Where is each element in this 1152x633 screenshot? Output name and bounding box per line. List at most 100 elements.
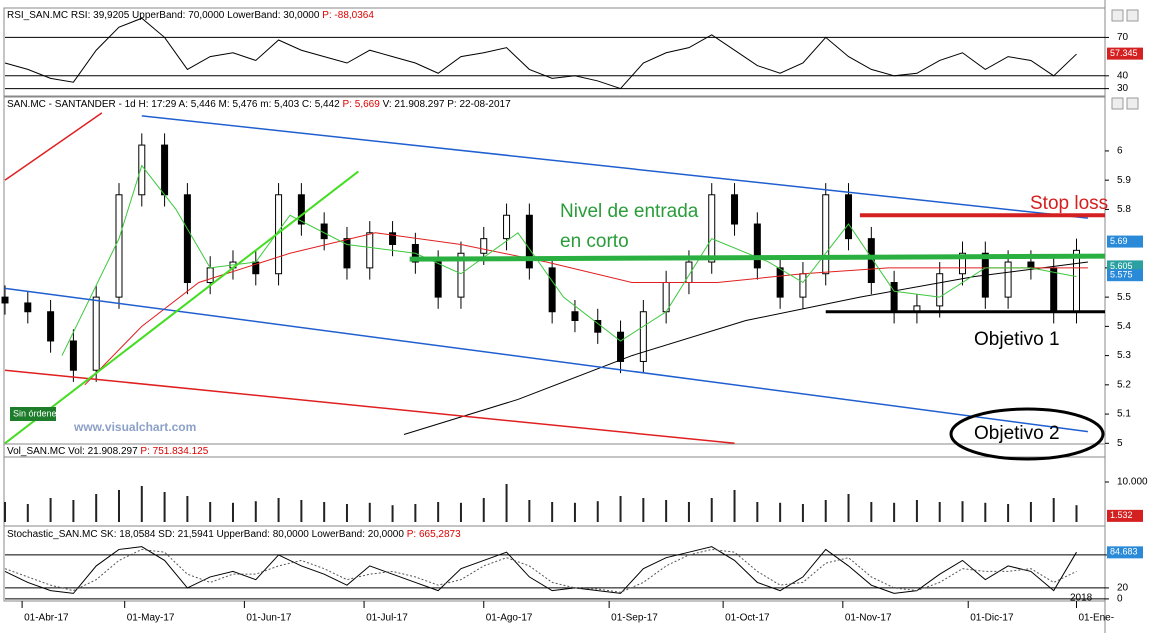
volume-bar (733, 490, 736, 522)
candle-body (799, 273, 807, 298)
y-tick-label: 5.2 (1117, 379, 1131, 390)
candle-body (1, 296, 9, 304)
last-value-box (1107, 235, 1143, 248)
x-tick-label: 01-Oct-17 (725, 613, 770, 624)
volume-bar (573, 502, 576, 522)
series-line (403, 261, 1088, 436)
volume-bar (710, 498, 713, 522)
volume-bar (870, 502, 873, 522)
volume-bar (779, 502, 782, 522)
header-text: SAN.MC - SANTANDER - 1d H: 17:29 A: 5,44… (7, 99, 340, 110)
header-text: Stochastic_SAN.MC SK: 18,0584 SD: 21,594… (7, 529, 404, 540)
header-p: P: -88,0364 (322, 10, 374, 21)
candle-body (867, 238, 875, 284)
last-value-label: 5.69 (1110, 236, 1128, 246)
series-line (141, 115, 1088, 219)
candle-body (206, 267, 214, 283)
candle-body (936, 273, 944, 307)
y-tick-label: 5.4 (1117, 321, 1131, 332)
volume-bar (893, 502, 896, 522)
last-value-box (1107, 546, 1143, 559)
series-line (4, 548, 1077, 593)
candle-body (1050, 267, 1058, 313)
x-tick-label: 01-Ene- (1079, 613, 1115, 624)
volume-bar (209, 502, 212, 522)
volume-bar (847, 494, 850, 522)
marks: 30407057.34555.15.25.35.45.55.65.85.965.… (1, 17, 1148, 624)
candle-body (434, 261, 442, 298)
series-line (409, 253, 1106, 262)
series-line (4, 287, 1088, 433)
highlight-ellipse (949, 407, 1105, 461)
candle-body (47, 311, 55, 342)
x-tick-label: 01-Ago-17 (486, 613, 533, 624)
volume-bar (300, 500, 303, 522)
x-tick-label: 01-Dic-17 (970, 613, 1014, 624)
scroll-button[interactable] (1126, 9, 1139, 22)
candle-body (115, 194, 123, 298)
last-value-box (1107, 269, 1143, 282)
annotation: en corto (560, 231, 629, 252)
last-value-label: 5.575 (1110, 270, 1133, 280)
scroll-button[interactable] (1111, 97, 1124, 110)
volume-bar (117, 490, 120, 522)
candle-body (389, 232, 397, 245)
volume-bar (961, 501, 964, 522)
candle-body (183, 194, 191, 283)
series-line (4, 17, 1077, 90)
volume-bar (824, 500, 827, 522)
candle-body (1073, 249, 1081, 313)
header-p: P: 665,2873 (407, 529, 461, 540)
candle-body (617, 331, 625, 362)
series-line (4, 170, 359, 445)
volume-bar (459, 502, 462, 522)
y-tick-label: 40 (1117, 70, 1129, 81)
scroll-button[interactable] (1126, 97, 1139, 110)
candle-body (366, 232, 374, 269)
volume-bar (49, 498, 52, 522)
volume-header: Vol_SAN.MC Vol: 21.908.297 P: 751.834.12… (7, 446, 209, 457)
volume-bar (665, 500, 668, 522)
last-value-box (1107, 47, 1143, 60)
y-tick-label: 5 (1117, 438, 1123, 449)
candle-body (662, 282, 670, 313)
candle-body (731, 194, 739, 225)
year-label: 2018 (1070, 593, 1093, 604)
last-value-label: 57.345 (1110, 48, 1138, 58)
status-text: Sin órdenes (13, 408, 62, 418)
volume-bar (596, 501, 599, 522)
candle-body (343, 238, 351, 269)
candle-body (503, 214, 511, 240)
candle-body (822, 194, 830, 275)
candle-body (708, 194, 716, 263)
watermark: www.visualchart.com (73, 420, 196, 434)
stochastic-header: Stochastic_SAN.MC SK: 18,0584 SD: 21,594… (7, 529, 461, 540)
y-tick-label: 20 (1117, 583, 1129, 594)
volume-bar (1029, 502, 1032, 522)
candle-body (548, 267, 556, 313)
price-header: SAN.MC - SANTANDER - 1d H: 17:29 A: 5,44… (7, 99, 511, 110)
y-tick-label: 5.5 (1117, 292, 1131, 303)
candle-body (457, 252, 465, 298)
volume-bar (345, 504, 348, 522)
volume-bar (437, 502, 440, 522)
volume-bar (140, 486, 143, 522)
candle-body (1004, 261, 1012, 298)
y-tick-label: 5.3 (1117, 350, 1131, 361)
scroll-button[interactable] (1111, 9, 1124, 22)
y-tick-label: 0 (1117, 594, 1123, 605)
rsi-header: RSI_SAN.MC RSI: 39,9205 UpperBand: 70,00… (7, 10, 374, 21)
candle-body (753, 223, 761, 269)
header-text: V: 21.908.297 P: 22-08-2017 (383, 99, 512, 110)
candle-body (69, 340, 77, 371)
candle-body (24, 302, 32, 313)
y-tick-label: 5.1 (1117, 409, 1131, 420)
y-tick-label: 30 (1117, 83, 1129, 94)
volume-bar (254, 501, 257, 522)
x-tick-label: 01-Sep-17 (611, 613, 658, 624)
volume-bar (938, 502, 941, 522)
y-tick-label: 10.000 (1117, 477, 1148, 488)
candle-body (959, 252, 967, 275)
annotation: Stop loss (1030, 193, 1108, 214)
